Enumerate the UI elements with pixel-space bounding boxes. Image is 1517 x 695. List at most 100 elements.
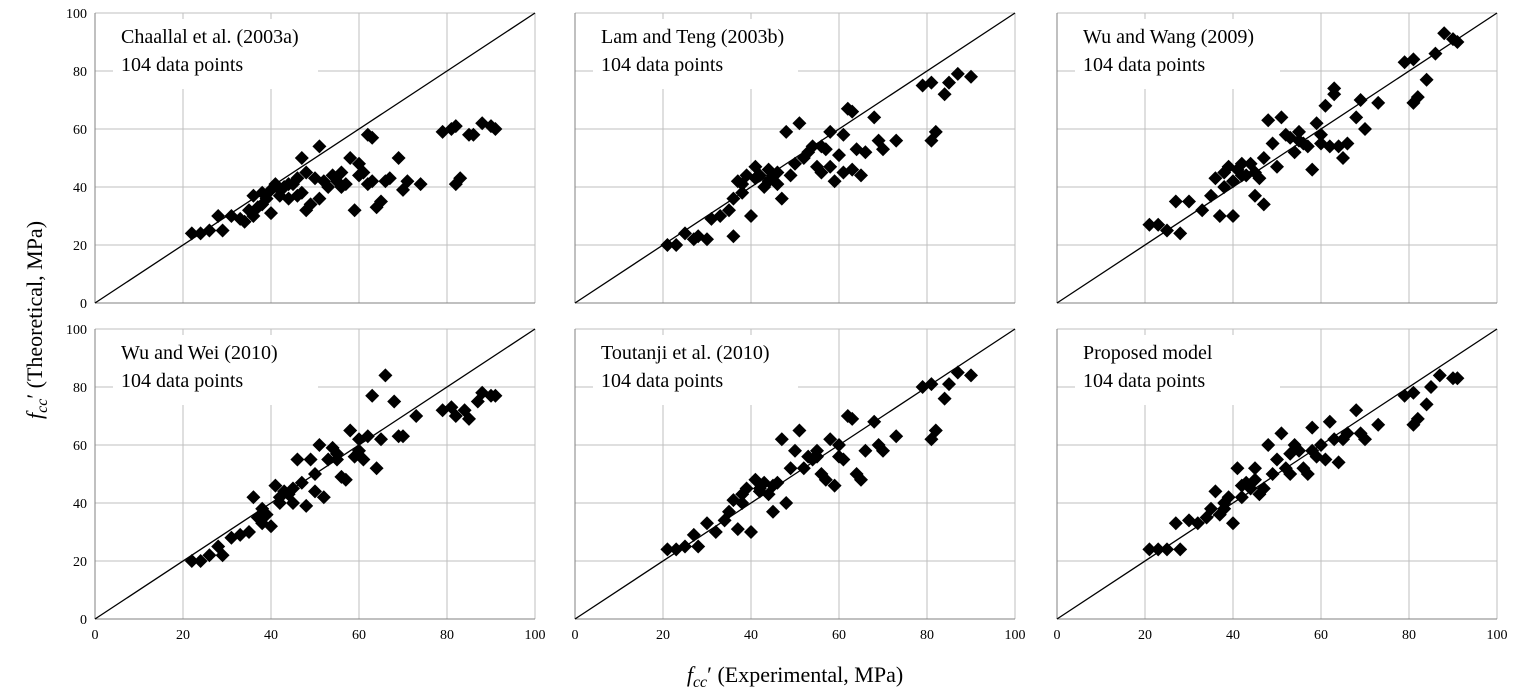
- data-point: [1349, 110, 1364, 125]
- data-point: [1424, 380, 1438, 394]
- data-point: [845, 411, 860, 426]
- data-point: [942, 75, 956, 90]
- y-tick-label: 80: [73, 65, 87, 80]
- data-point: [788, 443, 802, 458]
- data-point: [950, 66, 965, 81]
- data-point: [876, 443, 890, 458]
- data-point: [413, 177, 428, 192]
- x-tick-label: 20: [176, 628, 190, 643]
- data-point: [343, 423, 358, 438]
- data-point: [937, 391, 952, 406]
- data-point: [237, 214, 252, 229]
- data-point: [858, 145, 873, 160]
- data-point: [950, 365, 965, 380]
- data-point: [268, 478, 283, 493]
- data-point: [242, 525, 256, 539]
- data-point: [211, 209, 226, 223]
- data-point: [202, 223, 217, 238]
- data-point: [1265, 467, 1280, 481]
- data-point: [722, 203, 736, 218]
- y-label-symbol: f: [22, 410, 47, 419]
- data-point: [1371, 417, 1386, 432]
- data-point: [316, 490, 331, 505]
- y-tick-label: 20: [73, 239, 87, 254]
- data-point: [823, 432, 838, 447]
- data-point: [488, 388, 503, 403]
- data-point: [1300, 139, 1315, 154]
- y-tick-label: 60: [73, 123, 87, 138]
- data-point: [1327, 432, 1342, 447]
- panel-title: Wu and Wei (2010): [121, 342, 278, 364]
- data-point: [303, 452, 318, 467]
- data-point: [1204, 188, 1218, 203]
- data-point: [726, 191, 741, 206]
- data-point: [889, 133, 904, 148]
- data-point: [1265, 136, 1280, 151]
- data-point: [1173, 226, 1188, 241]
- data-point: [726, 229, 741, 244]
- data-point: [1230, 461, 1245, 476]
- data-point: [928, 423, 943, 438]
- data-point: [484, 119, 498, 134]
- data-point: [660, 542, 675, 557]
- data-point: [1226, 174, 1240, 189]
- data-point: [272, 490, 287, 505]
- data-point: [836, 127, 851, 142]
- x-tick-label: 0: [1054, 628, 1061, 643]
- data-point: [783, 168, 798, 183]
- data-point: [810, 449, 824, 464]
- data-point: [1300, 467, 1315, 481]
- y-tick-label: 100: [66, 7, 87, 22]
- data-point: [308, 484, 322, 499]
- data-point: [321, 180, 336, 194]
- data-point: [1305, 420, 1320, 435]
- data-point: [294, 151, 309, 165]
- data-point: [823, 124, 838, 139]
- data-point: [730, 522, 745, 537]
- data-point: [1248, 165, 1262, 180]
- data-point: [678, 226, 692, 241]
- y-label-subscript: cc: [34, 399, 51, 413]
- diagonal-line: [574, 328, 1016, 620]
- data-point: [1261, 438, 1276, 452]
- data-point: [788, 156, 802, 171]
- data-point: [246, 490, 261, 505]
- data-point: [1292, 124, 1306, 139]
- data-point: [678, 539, 692, 554]
- data-point: [792, 116, 807, 131]
- data-point: [814, 139, 829, 154]
- data-point: [827, 174, 842, 189]
- data-point: [255, 197, 270, 212]
- panel-title: Toutanji et al. (2010): [601, 342, 770, 364]
- panel-subtitle: 104 data points: [121, 54, 243, 76]
- panel-subtitle: 104 data points: [121, 370, 243, 392]
- data-point: [1256, 151, 1271, 165]
- data-point: [255, 501, 270, 516]
- x-tick-label: 100: [525, 628, 546, 643]
- data-point: [739, 481, 754, 496]
- data-point: [792, 423, 807, 438]
- panel-title: Lam and Teng (2003b): [601, 26, 784, 48]
- data-point: [352, 443, 366, 458]
- data-point: [448, 119, 463, 134]
- data-point: [964, 69, 978, 84]
- data-point: [783, 461, 798, 476]
- data-point: [400, 174, 415, 189]
- data-point: [264, 206, 278, 221]
- data-point: [1270, 159, 1284, 174]
- y-tick-label: 60: [73, 439, 87, 454]
- data-point: [184, 226, 199, 241]
- data-point: [1274, 110, 1289, 125]
- data-point: [770, 165, 785, 180]
- data-point: [396, 429, 410, 444]
- data-point: [1234, 156, 1249, 171]
- data-point: [1314, 438, 1328, 452]
- data-point: [312, 438, 327, 452]
- data-point: [1248, 461, 1262, 476]
- data-point: [1168, 194, 1183, 209]
- x-tick-label: 80: [1402, 628, 1416, 643]
- panel-subtitle: 104 data points: [601, 370, 723, 392]
- data-point: [281, 177, 296, 192]
- data-point: [1428, 46, 1443, 61]
